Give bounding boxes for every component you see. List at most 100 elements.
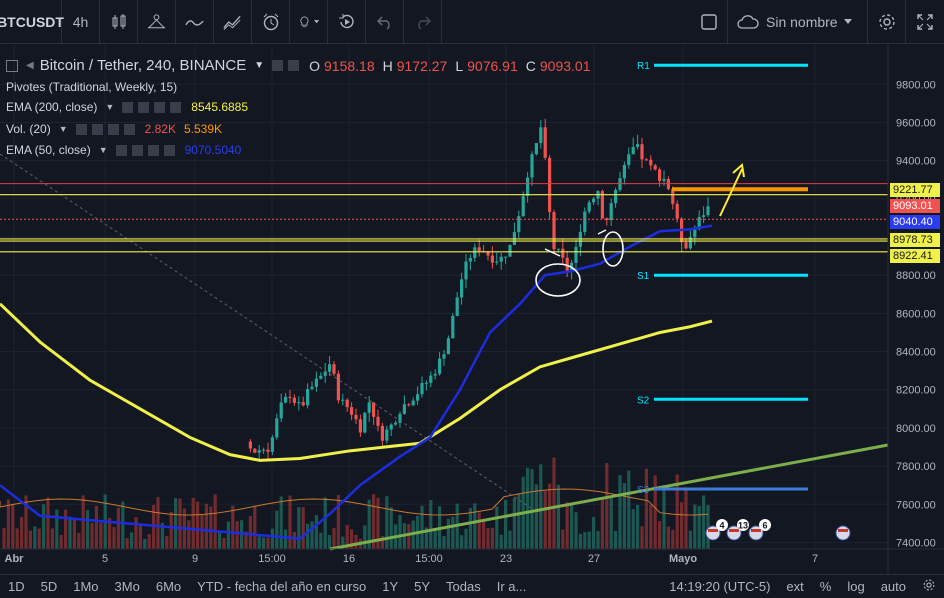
volume-bar — [451, 516, 455, 549]
volume-bar — [72, 519, 76, 549]
candle-body — [398, 413, 402, 423]
close-icon[interactable] — [163, 144, 175, 156]
candle-body — [504, 256, 508, 258]
pivot-s3-label: S3 — [637, 485, 650, 496]
gear-icon[interactable] — [131, 144, 143, 156]
pivots-indicator-name: Pivotes (Traditional, Weekly, 15) — [6, 80, 178, 94]
legend-ema200[interactable]: EMA (200, close) ▼ 8545.6885 — [6, 100, 248, 114]
close-icon[interactable] — [123, 123, 135, 135]
eye-icon[interactable] — [115, 144, 127, 156]
range-1d[interactable]: 1D — [8, 579, 25, 594]
volume-bar — [147, 534, 151, 549]
ema200-indicator-name: EMA (200, close) — [6, 100, 98, 114]
extended-hours-toggle[interactable]: ext — [786, 579, 804, 594]
ema50-indicator-name: EMA (50, close) — [6, 143, 91, 157]
volume-bar — [424, 527, 428, 549]
indicators-icon[interactable] — [176, 0, 214, 44]
settings-small-icon[interactable] — [288, 60, 300, 71]
alarm-icon[interactable] — [252, 0, 290, 44]
candle-body — [662, 179, 666, 181]
redo-icon[interactable] — [404, 0, 442, 44]
volume-bar — [178, 498, 182, 549]
volume-bar — [270, 528, 274, 549]
range-ytd[interactable]: YTD - fecha del año en curso — [197, 579, 367, 594]
layout-name-button[interactable]: Sin nombre — [728, 0, 868, 44]
volume-bar — [671, 529, 675, 549]
volume-bar — [266, 537, 270, 549]
legend-pivots[interactable]: Pivotes (Traditional, Weekly, 15) — [6, 80, 177, 94]
chevron-down-icon[interactable]: ▼ — [254, 60, 265, 71]
range-1y[interactable]: 1Y — [382, 579, 399, 594]
log-scale-toggle[interactable]: log — [847, 579, 865, 594]
eye-icon[interactable] — [75, 123, 87, 135]
chevron-down-icon[interactable]: ▼ — [58, 124, 68, 134]
volume-bar — [684, 487, 688, 549]
maximize-icon[interactable] — [906, 0, 944, 44]
goto-date-button[interactable]: Ir a... — [496, 579, 527, 594]
percent-scale-toggle[interactable]: % — [819, 579, 832, 594]
clock-timezone[interactable]: 14:19:20 (UTC-5) — [669, 579, 771, 594]
candle-body — [451, 315, 455, 339]
symbol-search[interactable]: BTCUSDT — [0, 0, 64, 44]
eye-icon[interactable] — [122, 101, 134, 113]
range-5d[interactable]: 5D — [40, 579, 58, 594]
range-all[interactable]: Todas — [446, 579, 481, 594]
time-tick-label: 15:00 — [258, 553, 286, 565]
candle-body — [539, 127, 543, 144]
volume-bar — [336, 495, 340, 549]
compare-icon[interactable] — [138, 0, 176, 44]
volume-bar — [508, 530, 512, 549]
volume-bar — [636, 504, 640, 549]
price-tick-label: 8600.00 — [896, 308, 936, 320]
candles-icon[interactable] — [100, 0, 138, 44]
volume-bar — [130, 532, 134, 549]
range-5y[interactable]: 5Y — [414, 579, 431, 594]
visibility-eye-icon[interactable] — [272, 60, 284, 71]
volume-bar — [666, 526, 670, 549]
chevron-down-icon[interactable]: ▼ — [98, 145, 108, 155]
range-3mo[interactable]: 3Mo — [114, 579, 140, 594]
gear-icon[interactable] — [91, 123, 103, 135]
settings-gear-icon[interactable] — [868, 0, 906, 44]
annotation-circle-2 — [602, 231, 624, 267]
ema200-line — [0, 302, 713, 462]
fullscreen-square-icon[interactable] — [690, 0, 728, 44]
candle-body — [248, 441, 252, 449]
replay-icon[interactable] — [328, 0, 366, 44]
plus-icon[interactable] — [107, 123, 119, 135]
legend-ema50[interactable]: EMA (50, close) ▼ 9070.5040 — [6, 143, 241, 157]
candle-body — [649, 159, 653, 166]
volume-bar — [275, 510, 279, 549]
volume-bar — [548, 483, 552, 549]
ideas-lightbulb-icon[interactable] — [290, 0, 328, 44]
interval-selector[interactable]: 4h — [62, 0, 100, 44]
auto-scale-toggle[interactable]: auto — [880, 579, 906, 594]
legend-volume[interactable]: Vol. (20) ▼ 2.82K 5.539K — [6, 122, 222, 136]
candle-body — [508, 244, 512, 257]
gear-icon[interactable] — [138, 101, 150, 113]
range-6mo[interactable]: 6Mo — [155, 579, 182, 594]
candle-body — [266, 449, 270, 452]
range-1mo[interactable]: 1Mo — [73, 579, 99, 594]
candle-body — [609, 203, 613, 220]
chevron-down-icon[interactable]: ▼ — [105, 102, 115, 112]
close-icon[interactable] — [170, 101, 182, 113]
volume-bar — [649, 504, 653, 549]
volume-bar — [301, 507, 305, 549]
collapse-legend-icon[interactable] — [6, 59, 18, 72]
dropdown-icon[interactable]: ◀ — [26, 60, 34, 71]
volume-bar — [662, 485, 666, 549]
price-tick-label: 7600.00 — [896, 499, 936, 511]
volume-bar — [376, 497, 380, 549]
volume-bar — [77, 533, 81, 549]
volume-bar — [218, 531, 222, 549]
templates-icon[interactable] — [214, 0, 252, 44]
chart-settings-gear-icon[interactable] — [914, 578, 944, 595]
plus-icon[interactable] — [147, 144, 159, 156]
time-tick-label: 15:00 — [415, 553, 443, 565]
plus-icon[interactable] — [154, 101, 166, 113]
undo-icon[interactable] — [366, 0, 404, 44]
volume-bar — [433, 528, 437, 549]
candle-body — [367, 402, 371, 413]
